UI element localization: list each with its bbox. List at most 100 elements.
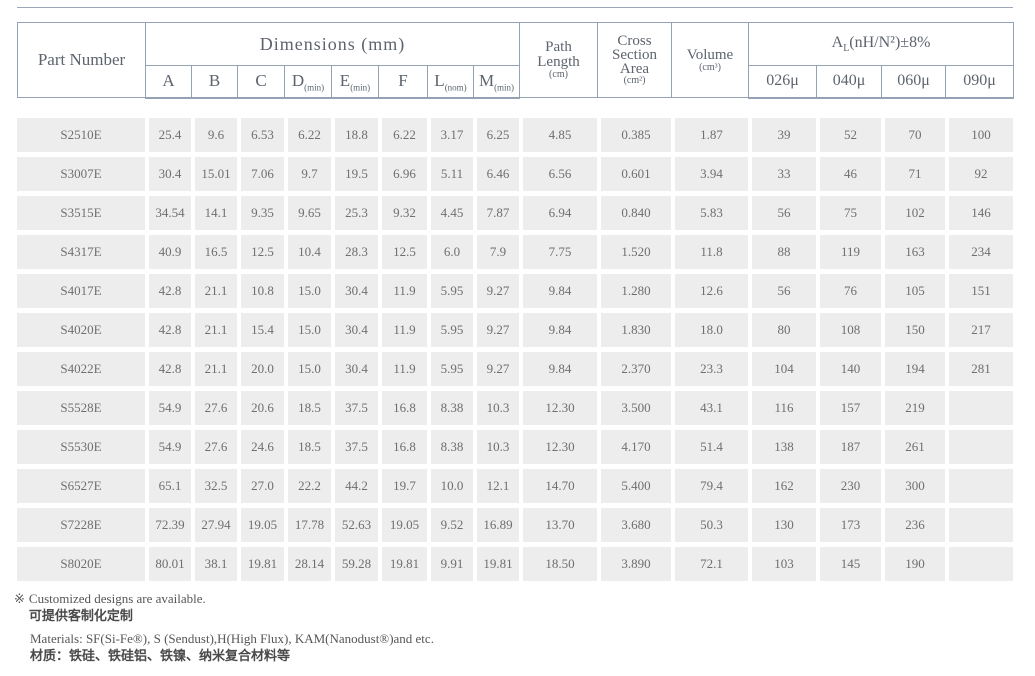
value-cell: 42.8 — [145, 313, 191, 352]
column-group-dimensions: Dimensions (mm) — [145, 22, 520, 66]
value-cell: 28.3 — [331, 235, 378, 274]
value-cell: 104 — [748, 352, 816, 391]
value-cell: 8.38 — [427, 391, 473, 430]
value-cell: 5.95 — [427, 274, 473, 313]
column-header-al-026u: 026μ — [748, 65, 817, 99]
column-header-al-090u: 090μ — [944, 65, 1015, 99]
value-cell: 9.27 — [473, 274, 519, 313]
value-cell: 50.3 — [671, 508, 748, 547]
value-cell: 103 — [748, 547, 816, 586]
top-divider-rule — [17, 7, 1013, 8]
value-cell: 13.70 — [519, 508, 597, 547]
value-cell: 15.0 — [284, 274, 331, 313]
column-header-volume: Volume (cm³) — [671, 22, 749, 98]
value-cell: 72.39 — [145, 508, 191, 547]
value-cell: 39 — [748, 118, 816, 157]
value-cell: 9.52 — [427, 508, 473, 547]
value-cell: 32.5 — [191, 469, 237, 508]
cross-section-line3: Area — [619, 61, 650, 77]
value-cell: 33 — [748, 157, 816, 196]
value-cell: 194 — [881, 352, 945, 391]
cross-section-unit: (cm²) — [623, 75, 646, 86]
value-cell: 163 — [881, 235, 945, 274]
value-cell: 1.830 — [597, 313, 671, 352]
column-header-dim-c: C — [237, 65, 285, 99]
value-cell: 19.05 — [237, 508, 284, 547]
column-header-al-060u: 060μ — [881, 65, 946, 99]
footnotes: ※ Customized designs are available. 可提供客… — [14, 591, 434, 664]
value-cell: 56 — [748, 196, 816, 235]
value-cell: 15.0 — [284, 313, 331, 352]
value-cell: 0.840 — [597, 196, 671, 235]
value-cell: 5.83 — [671, 196, 748, 235]
value-cell: 16.8 — [378, 430, 427, 469]
value-cell: 3.17 — [427, 118, 473, 157]
value-cell: 6.53 — [237, 118, 284, 157]
cross-section-line2: Section — [612, 47, 657, 63]
value-cell: 138 — [748, 430, 816, 469]
column-header-dim-a: A — [145, 65, 192, 99]
value-cell: 3.94 — [671, 157, 748, 196]
value-cell: 59.28 — [331, 547, 378, 586]
value-cell: 42.8 — [145, 352, 191, 391]
part-number-cell: S2510E — [17, 118, 145, 157]
column-header-al-040u: 040μ — [816, 65, 882, 99]
value-cell: 10.0 — [427, 469, 473, 508]
value-cell: 10.4 — [284, 235, 331, 274]
value-cell: 3.680 — [597, 508, 671, 547]
value-cell: 140 — [816, 352, 881, 391]
path-length-line2: Length — [537, 54, 580, 70]
value-cell: 6.0 — [427, 235, 473, 274]
value-cell: 6.22 — [284, 118, 331, 157]
volume-unit: (cm³) — [699, 61, 721, 73]
part-number-cell: S6527E — [17, 469, 145, 508]
value-cell: 145 — [816, 547, 881, 586]
value-cell: 16.89 — [473, 508, 519, 547]
value-cell: 44.2 — [331, 469, 378, 508]
value-cell: 2.370 — [597, 352, 671, 391]
value-cell: 70 — [881, 118, 945, 157]
value-cell: 54.9 — [145, 391, 191, 430]
value-cell: 151 — [945, 274, 1013, 313]
value-cell: 5.11 — [427, 157, 473, 196]
value-cell: 6.94 — [519, 196, 597, 235]
value-cell: 12.1 — [473, 469, 519, 508]
value-cell: 100 — [945, 118, 1013, 157]
value-cell: 30.4 — [331, 313, 378, 352]
value-cell — [945, 547, 1013, 586]
part-number-cell: S4017E — [17, 274, 145, 313]
value-cell: 11.9 — [378, 313, 427, 352]
value-cell: 6.56 — [519, 157, 597, 196]
value-cell: 9.27 — [473, 352, 519, 391]
part-number-cell: S7228E — [17, 508, 145, 547]
value-cell: 71 — [881, 157, 945, 196]
column-header-path-length: Path Length (cm) — [519, 22, 598, 98]
value-cell: 54.9 — [145, 430, 191, 469]
value-cell: 9.32 — [378, 196, 427, 235]
value-cell: 6.22 — [378, 118, 427, 157]
value-cell: 19.5 — [331, 157, 378, 196]
table-row: S4022E 42.8 21.1 20.0 15.0 30.4 11.9 5.95 9.27 9.… — [17, 352, 1013, 391]
value-cell: 12.5 — [237, 235, 284, 274]
value-cell: 7.06 — [237, 157, 284, 196]
value-cell: 9.84 — [519, 313, 597, 352]
value-cell: 281 — [945, 352, 1013, 391]
value-cell: 105 — [881, 274, 945, 313]
value-cell — [945, 469, 1013, 508]
part-number-cell: S5528E — [17, 391, 145, 430]
value-cell: 79.4 — [671, 469, 748, 508]
value-cell: 150 — [881, 313, 945, 352]
value-cell: 7.9 — [473, 235, 519, 274]
value-cell: 9.35 — [237, 196, 284, 235]
value-cell: 30.4 — [145, 157, 191, 196]
value-cell: 88 — [748, 235, 816, 274]
value-cell: 9.6 — [191, 118, 237, 157]
note-customized-en: Customized designs are available. — [28, 591, 206, 606]
table-row: S5528E 54.9 27.6 20.6 18.5 37.5 16.8 8.38 10.3 12… — [17, 391, 1013, 430]
path-length-line1: Path — [545, 39, 572, 55]
value-cell: 9.65 — [284, 196, 331, 235]
value-cell: 10.3 — [473, 391, 519, 430]
value-cell: 27.94 — [191, 508, 237, 547]
value-cell: 5.400 — [597, 469, 671, 508]
value-cell: 19.05 — [378, 508, 427, 547]
